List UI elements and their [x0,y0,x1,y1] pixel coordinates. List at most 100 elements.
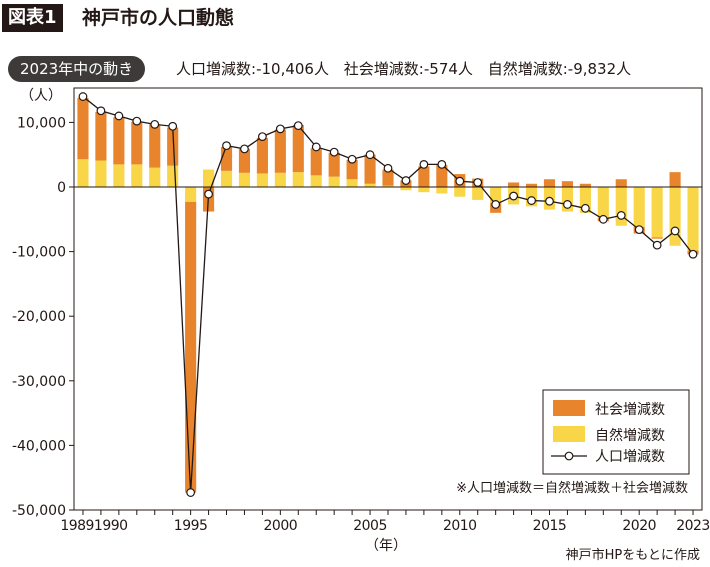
bar-natural [615,187,627,226]
line-point [437,159,447,169]
x-tick-label: 2000 [264,518,298,534]
bar-social [669,172,681,187]
bar-natural [167,165,179,187]
bar-natural [185,187,197,202]
line-point [222,141,231,151]
line-point [311,142,321,152]
summary-stats: 人口増減数:-10,406人 社会増減数:-574人 自然増減数:-9,832人 [176,56,641,82]
summary-item-social: 社会増減数:-574人 [343,60,473,78]
line-point [455,176,465,186]
bar-social [149,124,161,168]
bar-natural [238,172,251,187]
figure-tag: 図表1 [2,4,63,32]
line-point [616,211,626,220]
bar-natural [328,176,340,187]
legend-item-population: 人口増減数 [595,448,665,465]
x-tick-label: 2010 [443,518,477,534]
bar-social [651,237,663,239]
line-point [419,159,429,169]
legend-item-population-marker [564,451,574,461]
bar-natural [579,187,591,213]
bar-natural [633,187,645,228]
x-tick-label: 1995 [174,518,208,534]
bar-natural [490,187,502,204]
line-point [580,203,590,213]
line-point [132,116,142,126]
bar-natural [95,160,107,187]
bar-natural [77,159,89,187]
formula-note: ※人口増減数＝自然増減数＋社会増減数 [456,480,688,496]
y-tick-label: 0 [57,180,66,196]
bar-social [543,179,556,187]
bar-social [95,112,107,161]
line-point [293,121,303,131]
bar-natural [364,183,376,187]
bar-natural [669,187,681,246]
bar-social [310,148,322,176]
bar-social [256,137,268,174]
bar-social [328,152,340,177]
bar-natural [651,187,663,238]
line-point [150,119,160,129]
bar-natural [310,175,322,187]
bar-social [131,121,143,165]
line-point [545,196,554,206]
source-note: 神戸市HPをもとに作成 [565,548,700,563]
line-point [365,150,375,160]
bar-natural [149,167,161,187]
line-point [527,196,536,205]
bar-social [579,183,591,187]
line-point [563,200,572,209]
x-tick-label: 1989 [60,518,94,534]
x-axis-label: （年） [365,538,407,554]
bar-social [238,148,251,173]
legend-item-social: 社会増減数 [595,401,665,418]
bar-natural [274,172,286,187]
line-point [186,488,196,497]
bar-natural [203,169,215,187]
y-tick-label: -40,000 [12,438,66,454]
bar-social [364,154,376,184]
bar-natural [131,164,143,187]
y-tick-label: 10,000 [17,115,66,131]
bar-natural [256,173,268,187]
legend-item-social-swatch [553,400,585,416]
line-point [634,225,644,235]
bar-social [274,129,286,173]
bar-social [113,117,125,165]
y-tick-label: -30,000 [12,374,66,390]
line-point [598,214,608,224]
line-point [329,147,339,157]
line-point [96,106,106,116]
x-tick-label: 2015 [533,518,567,534]
bar-social [346,159,358,180]
line-point [688,249,698,259]
line-point [168,121,178,131]
y-tick-label: -50,000 [12,503,66,519]
line-point [114,111,124,121]
bar-natural [346,179,358,187]
summary-badge: 2023年中の動き [8,56,146,82]
bar-social [436,165,448,187]
bar-natural [382,185,394,187]
bar-social [508,182,520,187]
bar-natural [472,187,484,200]
line-point [652,240,662,250]
y-tick-label: -20,000 [12,309,66,325]
legend-item-natural-swatch [553,426,585,442]
legend-item-natural: 自然増減数 [595,427,665,444]
bar-social [382,169,394,186]
x-tick-label: 2005 [353,518,387,534]
bar-social [525,183,538,187]
line-point [275,124,285,134]
y-axis-label: （人） [20,88,62,104]
line-point [204,189,213,199]
bar-social [418,166,430,187]
line-point [509,191,518,201]
summary-item-population: 人口増減数:-10,406人 [176,60,329,78]
bar-natural [418,187,430,193]
bar-natural [597,187,609,219]
line-point [347,154,357,164]
bar-natural [400,187,412,191]
